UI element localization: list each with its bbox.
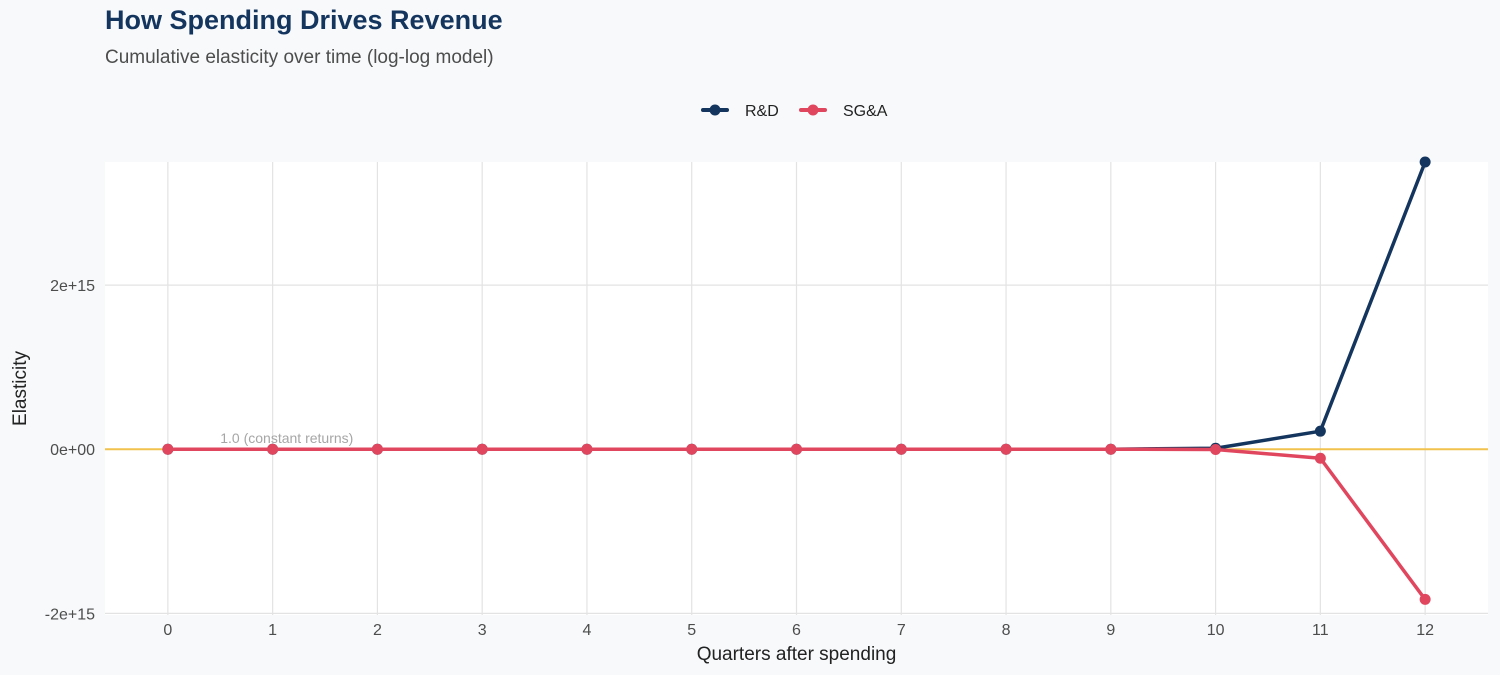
- data-point: [895, 443, 907, 455]
- legend-swatch-point: [709, 104, 721, 116]
- data-point: [1210, 443, 1222, 455]
- y-tick-label: 2e+15: [50, 278, 95, 295]
- legend: R&D SG&A: [701, 103, 888, 120]
- legend-swatch-point: [807, 104, 819, 116]
- x-tick-label: 11: [1312, 622, 1329, 639]
- data-point: [686, 443, 698, 455]
- x-tick-label: 8: [1002, 622, 1011, 639]
- data-point: [371, 443, 383, 455]
- y-tick-label: 0e+00: [50, 442, 95, 459]
- data-point: [1419, 593, 1431, 605]
- x-axis-title: Quarters after spending: [697, 644, 897, 665]
- chart-title: How Spending Drives Revenue: [105, 5, 503, 35]
- legend-label: SG&A: [843, 103, 888, 120]
- x-tick-label: 10: [1207, 622, 1225, 639]
- data-point: [1105, 443, 1117, 455]
- data-point: [162, 443, 174, 455]
- x-tick-label: 6: [792, 622, 801, 639]
- x-tick-label: 9: [1106, 622, 1115, 639]
- x-tick-label: 2: [373, 622, 382, 639]
- x-tick-label: 12: [1416, 622, 1434, 639]
- data-point: [581, 443, 593, 455]
- data-point: [1314, 425, 1326, 437]
- x-tick-label: 7: [897, 622, 906, 639]
- x-tick-label: 1: [268, 622, 277, 639]
- data-point: [1314, 452, 1326, 464]
- x-tick-label: 0: [163, 622, 172, 639]
- x-tick-label: 4: [583, 622, 592, 639]
- series-group: [162, 156, 1431, 605]
- y-tick-label: -2e+15: [45, 606, 95, 623]
- data-point: [1419, 156, 1431, 168]
- data-point: [1000, 443, 1012, 455]
- y-axis-title: Elasticity: [10, 351, 31, 426]
- x-tick-label: 3: [478, 622, 487, 639]
- chart-subtitle: Cumulative elasticity over time (log-log…: [105, 47, 494, 68]
- legend-label: R&D: [745, 103, 779, 120]
- data-point: [476, 443, 488, 455]
- data-point: [267, 443, 279, 455]
- x-tick-label: 5: [687, 622, 696, 639]
- data-point: [791, 443, 802, 455]
- axes: 0 1 2 3 4 5 6 7 8 9 10 11 12-2e+150e+002e+15Quarters…: [10, 278, 1434, 665]
- reference-line-label: 1.0 (constant returns): [220, 430, 353, 446]
